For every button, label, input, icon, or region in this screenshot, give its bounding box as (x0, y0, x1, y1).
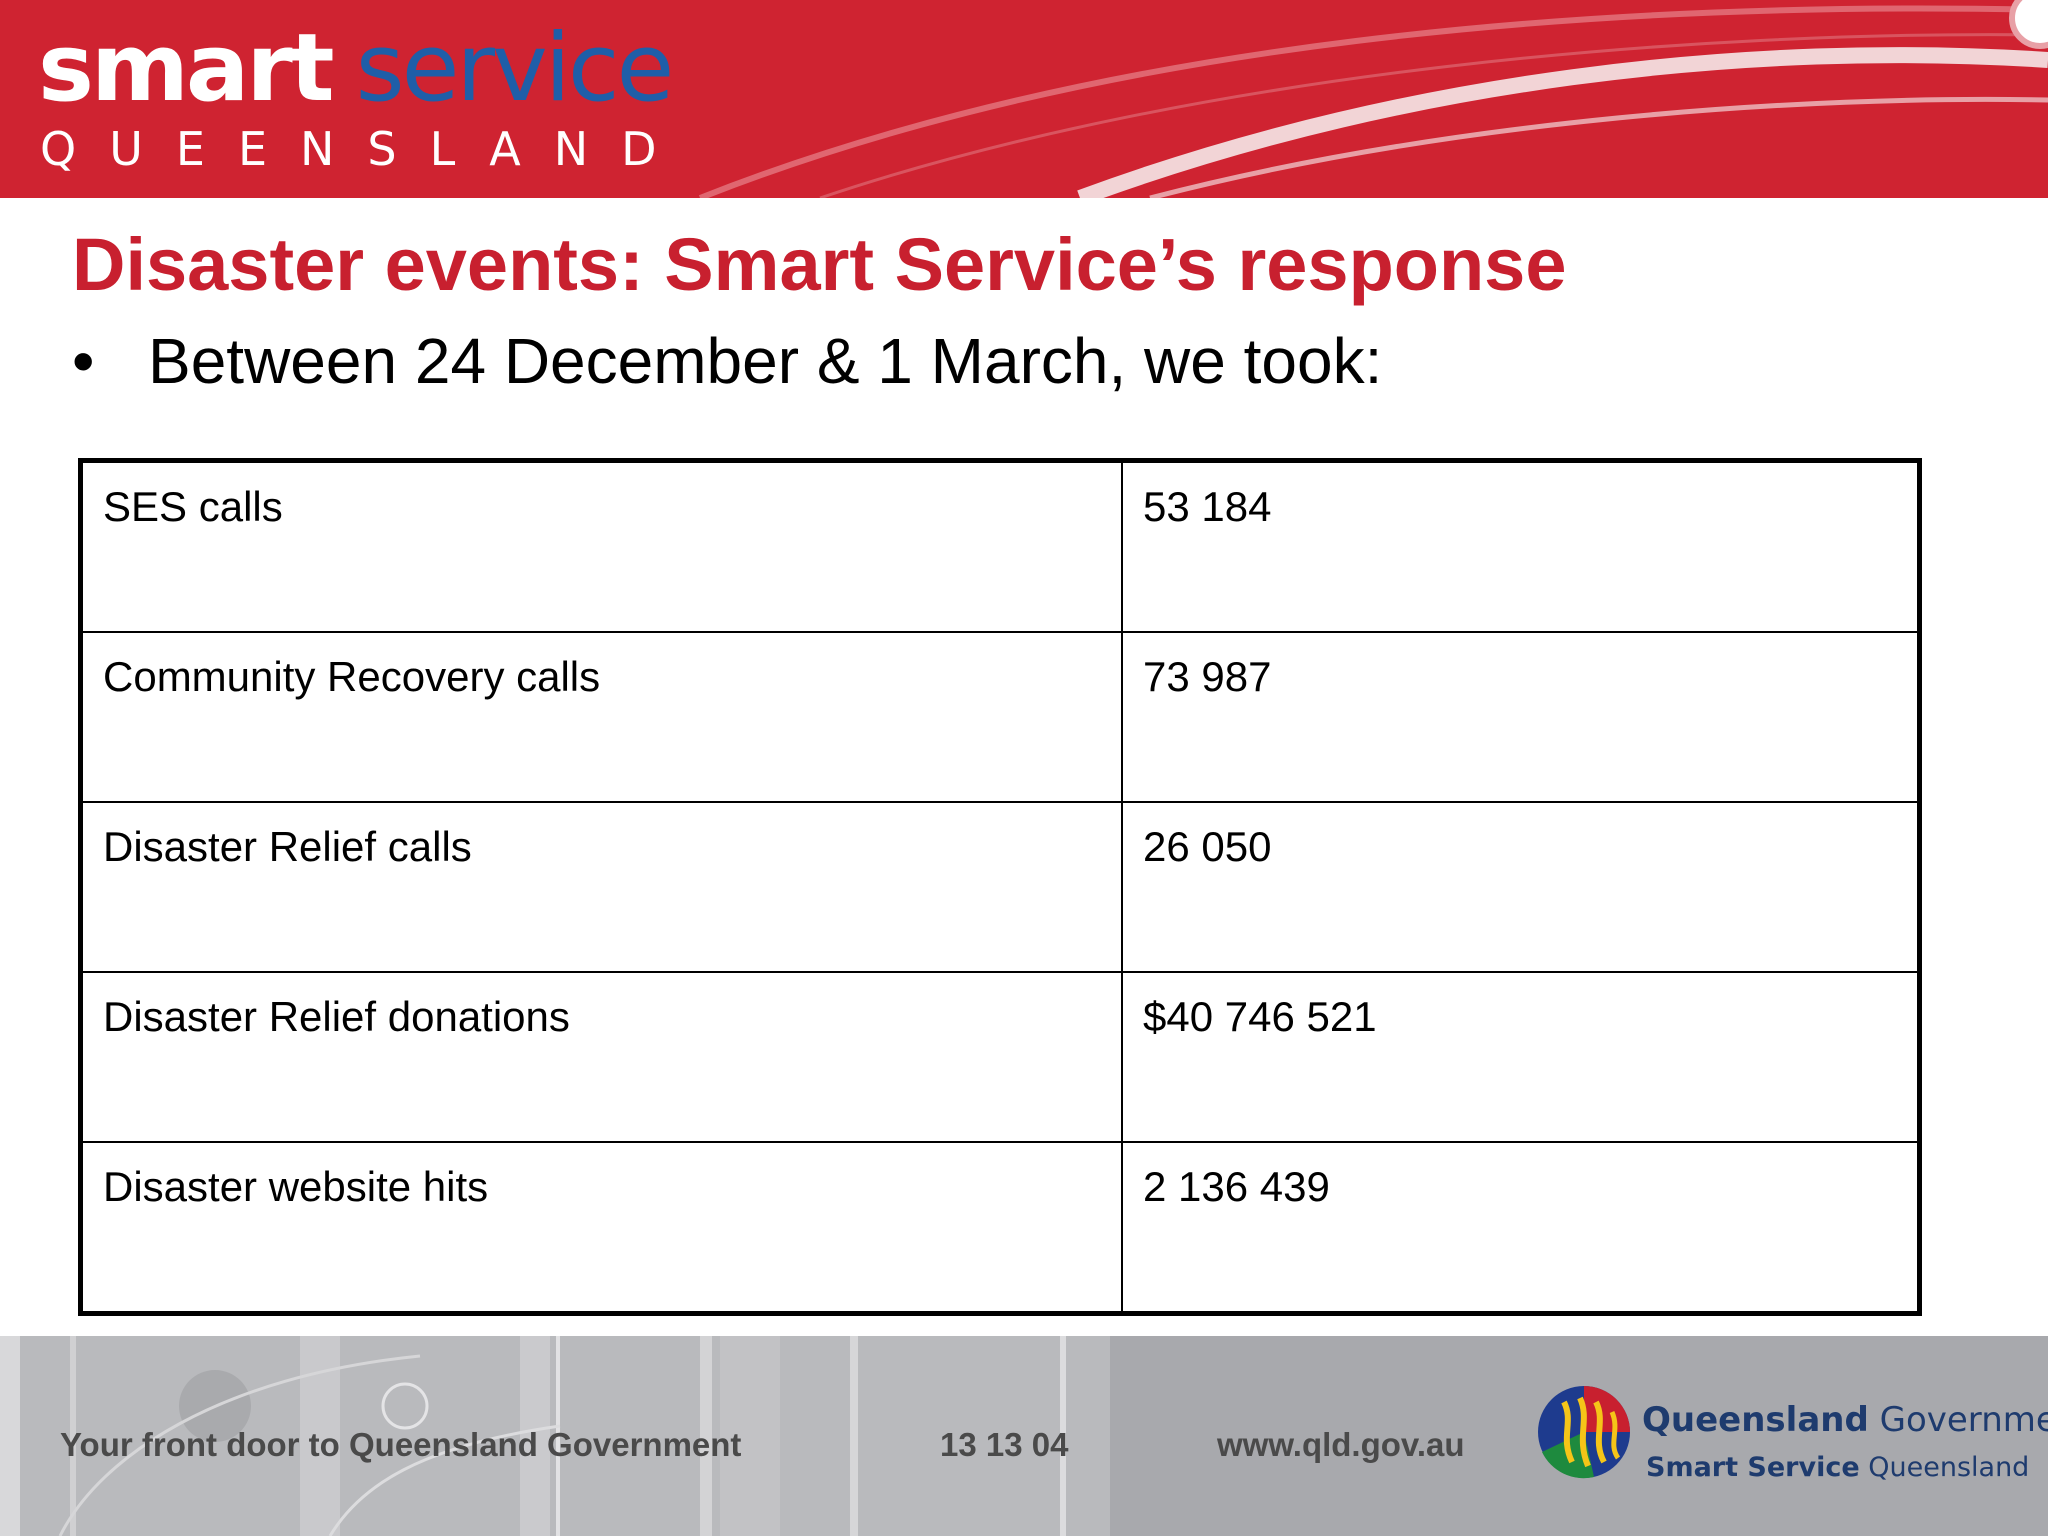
bullet-marker: • (72, 325, 95, 397)
table-row: Community Recovery calls 73 987 (79, 631, 1921, 803)
government-subname-bold: Smart Service (1646, 1452, 1860, 1483)
row-label: Disaster website hits (79, 1141, 1123, 1315)
row-value: $40 746 521 (1121, 971, 1921, 1143)
queensland-government-crest-icon (1538, 1386, 1630, 1479)
logo-word-service: service (355, 14, 675, 123)
government-name-rest: Government (1879, 1400, 2048, 1440)
slide-title: Disaster events: Smart Service’s respons… (72, 223, 1567, 306)
logo-region-text: QUEENSLAND (40, 122, 690, 176)
row-value: 73 987 (1121, 631, 1921, 803)
table-row: SES calls 53 184 (79, 459, 1921, 633)
table-row: Disaster Relief calls 26 050 (79, 801, 1921, 973)
row-label: Disaster Relief calls (79, 801, 1123, 973)
banner-swoosh-decoration (698, 0, 2048, 198)
row-label: SES calls (79, 459, 1123, 633)
government-subname: Smart Service Queensland (1646, 1452, 2029, 1483)
government-subname-rest: Queensland (1859, 1452, 2030, 1483)
footer-phone: 13 13 04 (940, 1426, 1069, 1463)
table-row: Disaster Relief donations $40 746 521 (79, 971, 1921, 1143)
bullet-point: • Between 24 December & 1 March, we took: (72, 324, 1382, 398)
government-name-bold: Queensland (1642, 1400, 1869, 1440)
row-value: 53 184 (1121, 459, 1921, 633)
bullet-text: Between 24 December & 1 March, we took: (148, 325, 1383, 397)
row-value: 26 050 (1121, 801, 1921, 973)
row-value: 2 136 439 (1121, 1141, 1921, 1315)
row-label: Disaster Relief donations (79, 971, 1123, 1143)
footer-tagline: Your front door to Queensland Government (60, 1426, 742, 1463)
government-name: Queensland Government (1642, 1400, 2048, 1440)
statistics-table: SES calls 53 184 Community Recovery call… (78, 458, 1922, 1316)
footer-bar: Your front door to Queensland Government… (0, 1336, 2048, 1536)
table-row: Disaster website hits 2 136 439 (79, 1141, 1921, 1315)
logo-word-smart: smart (38, 14, 335, 123)
smart-service-logo: smart service (38, 22, 674, 116)
row-label: Community Recovery calls (79, 631, 1123, 803)
footer-website: www.qld.gov.au (1217, 1426, 1465, 1463)
header-banner: smart service QUEENSLAND (0, 0, 2048, 198)
footer-decoration (0, 1336, 1110, 1536)
